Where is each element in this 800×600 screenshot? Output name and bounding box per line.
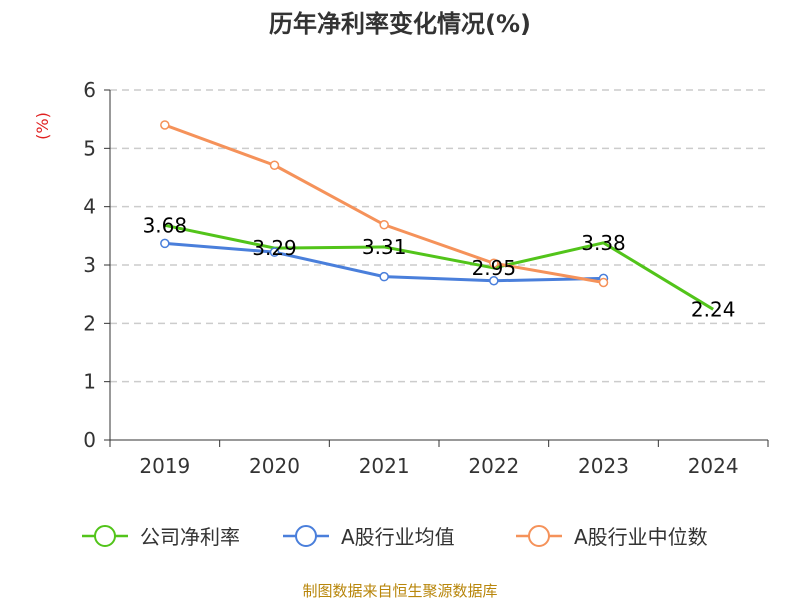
series-1-point-2020 — [269, 247, 280, 257]
series-line-0 — [164, 223, 714, 311]
legend-swatch-marker — [94, 525, 116, 547]
chart-title: 历年净利率变化情况(%) — [269, 10, 531, 38]
x-tick-label-2023: 2023 — [578, 454, 629, 478]
series-2 — [160, 120, 609, 288]
y-tick-label: 0 — [83, 428, 96, 452]
data-label-2022: 2.95 — [472, 256, 517, 280]
y-axis-unit: (%) — [33, 112, 52, 140]
series-0 — [164, 223, 714, 311]
legend-label: A股行业中位数 — [574, 525, 708, 549]
data-label-2023: 3.38 — [581, 231, 626, 255]
legend-label: 公司净利率 — [140, 525, 240, 549]
axes: 0 1 2 3 4 5 6 2019 2020 2021 2022 2023 2024 — [83, 78, 769, 478]
y-tick-label: 5 — [83, 136, 96, 160]
data-label-2019: 3.68 — [143, 213, 188, 237]
y-tick-label: 6 — [83, 78, 96, 102]
x-tick-label-2019: 2019 — [139, 454, 190, 478]
legend-swatch-marker — [528, 525, 550, 547]
x-tick-label-2022: 2022 — [468, 454, 519, 478]
x-tick-label-2020: 2020 — [249, 454, 300, 478]
y-tick-label: 1 — [83, 370, 96, 394]
legend-item-2[interactable]: A股行业中位数 — [516, 525, 708, 549]
legend: 公司净利率 A股行业均值 A股行业中位数 — [82, 525, 708, 549]
data-source-note: 制图数据来自恒生聚源数据库 — [302, 582, 497, 600]
series-1-point-2022 — [489, 276, 499, 286]
legend-item-0[interactable]: 公司净利率 — [82, 525, 240, 549]
y-tick-label: 4 — [83, 195, 96, 219]
legend-item-1[interactable]: A股行业均值 — [283, 525, 455, 549]
series-2-point-2019 — [160, 120, 170, 130]
data-label-2024: 2.24 — [691, 297, 736, 321]
series-2-point-2022 — [489, 258, 499, 268]
legend-label: A股行业均值 — [341, 525, 455, 549]
series-2-point-2020 — [269, 160, 280, 170]
data-labels: 3.68 3.29 3.31 2.95 3.38 2.24 — [143, 213, 736, 321]
grid-lines — [110, 89, 768, 383]
series-2-point-2023 — [598, 277, 609, 288]
y-tick-label: 3 — [83, 253, 96, 277]
legend-swatch-marker — [295, 525, 317, 547]
data-label-2021: 3.31 — [362, 235, 407, 259]
data-label-2020: 3.29 — [252, 236, 297, 260]
series-2-point-2021 — [379, 220, 389, 230]
series-1-point-2021 — [379, 271, 389, 282]
series-layer — [160, 120, 714, 311]
x-tick-label-2024: 2024 — [688, 454, 739, 478]
x-tick-label-2021: 2021 — [359, 454, 410, 478]
series-1-point-2019 — [160, 238, 170, 249]
y-tick-label: 2 — [83, 311, 96, 335]
